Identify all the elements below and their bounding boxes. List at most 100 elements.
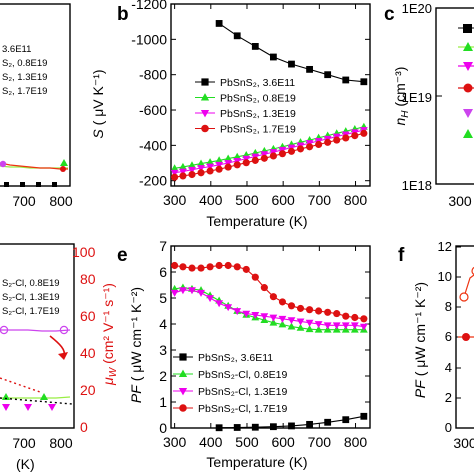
panel-e-frame	[170, 245, 371, 429]
panel-b-series-1-point	[188, 161, 196, 169]
panel-b-series-0-point	[215, 20, 223, 27]
panel-e-legend-2-label: PbSnS₂-Cl, 1.3E19	[198, 386, 287, 398]
panel-d-marker	[59, 325, 69, 335]
panel-e-xtick-label: 800	[344, 434, 368, 450]
panel-d-right-tick: 0	[80, 419, 88, 435]
panel-f-ylabel: PF ( μW cm⁻¹ K⁻²)	[412, 282, 428, 398]
panel-d-right-tick: 40	[80, 345, 96, 361]
panel-f-series-red	[463, 274, 474, 298]
panel-a-marker	[0, 160, 7, 168]
panel-b-ytick-label: -200	[139, 173, 167, 189]
panel-b-series-2-line	[174, 129, 364, 174]
panel-b-legend-2-label: PbSnS₂, 1.3E19	[220, 108, 296, 120]
panel-e-ytick-label: 5	[159, 290, 167, 306]
panel-e-ylabel: PF ( μW cm⁻¹ K⁻²)	[128, 287, 144, 403]
panel-e-legend-2-marker	[178, 387, 188, 396]
panel-b-series-3-point	[360, 129, 368, 137]
panel-c-ytick: 1E19	[402, 90, 432, 105]
panel-c-ylabel-sub: H	[400, 110, 411, 118]
panel-b-series-3-point	[179, 172, 187, 180]
panel-b-ytick-label: -600	[139, 102, 167, 118]
panel-e-series-2-point	[296, 318, 305, 326]
panel-f-ylabel-unit: ( μW cm⁻¹ K⁻²)	[412, 282, 428, 380]
panel-d-right-tick: 100	[72, 244, 96, 260]
panel-e-series-3-point	[296, 304, 305, 312]
panel-e-series-3-point	[360, 315, 368, 323]
panel-a-legend-0: 3.6E11	[2, 44, 31, 55]
panel-b-series-3-point	[188, 170, 196, 179]
panel-d: S₂-Cl, 0.8E19 S₂-Cl, 1.3E19 S₂-Cl, 1.7E1…	[0, 243, 119, 472]
panel-e-series-2-line	[174, 289, 364, 328]
panel-d-marker	[48, 404, 56, 411]
panel-e-series-2-point	[323, 322, 332, 330]
panel-a-legend-1: S₂, 0.8E19	[2, 58, 47, 69]
panel-e-xtick-label: 600	[271, 434, 295, 450]
panel-b-plot: 300 400 500 600 700 800 -200 -400 -600 -800 -1000 -…	[131, 0, 371, 208]
panel-e-series-3-point	[315, 307, 323, 315]
panel-b-xtick-label: 800	[344, 192, 368, 208]
panel-a: 3.6E11 S₂, 0.8E19 S₂, 1.3E19 S₂, 1.7E19 …	[0, 3, 73, 209]
panel-e-series-2-point	[206, 295, 214, 303]
panel-a-markers	[0, 159, 68, 187]
panel-e-series-2-point	[260, 313, 269, 321]
panel-b-series-3-point	[333, 136, 341, 144]
panel-c-tickmarks	[436, 7, 442, 185]
panel-e-series-1-point	[305, 325, 314, 333]
panel-e-series-2-point	[341, 322, 350, 330]
panel-e-series-2-point	[350, 322, 359, 330]
panel-d-xtick: 800	[49, 435, 73, 451]
panel-b-series-3-point	[306, 143, 314, 151]
panel-e-series-2-point	[332, 322, 341, 330]
panel-f-letter: f	[398, 245, 405, 266]
panel-b-series-3-point	[324, 138, 332, 146]
panel-f-yticks: 0 2 4 6 8 10 12	[438, 239, 452, 435]
panel-e-series-2-point	[269, 314, 278, 322]
panel-b-series-3-point	[269, 152, 277, 160]
panel-d-legend-1: S₂-Cl, 1.3E19	[2, 292, 60, 303]
panel-b-series-0-point	[233, 32, 241, 40]
panel-b-series-3-point	[242, 159, 250, 167]
panel-b-series-3-point	[287, 147, 296, 155]
panel-e-series-3-point	[260, 284, 268, 292]
panel-a-marker	[4, 182, 9, 187]
panel-b-xtick-label: 300	[163, 192, 187, 208]
panel-a-xticks: 700 800	[12, 193, 73, 209]
panel-f-ytick: 12	[438, 239, 452, 254]
panel-e-series-2-point	[314, 321, 323, 329]
panel-e-ylabel-var: PF	[128, 384, 144, 403]
panel-e-series-3-line	[174, 264, 364, 320]
panel-c-yticks: 1E20 1E19 1E18	[402, 1, 432, 193]
panel-a-frame	[0, 3, 71, 187]
panel-b-series-3-point	[197, 169, 205, 177]
panel-d-frame	[0, 243, 75, 429]
panel-b-series-3-point	[296, 145, 305, 153]
panel-e-series-0-point	[306, 420, 313, 428]
panel-b-series-2-point	[215, 161, 224, 169]
panel-e-series-2-point	[359, 323, 368, 331]
panel-b-series-0-point	[251, 43, 259, 50]
panel-b-series-3-point	[206, 167, 214, 175]
panel-b-legend-1-marker	[200, 93, 210, 101]
panel-c-ylabel-var: n	[392, 117, 408, 125]
panel-e-series-1-point	[278, 320, 287, 328]
panel-a-xtick: 700	[12, 193, 36, 209]
panel-e-series-2-point	[233, 308, 242, 316]
panel-a-legend-3: S₂, 1.7E19	[2, 86, 47, 97]
panel-b-series-3-point	[171, 173, 179, 181]
panel-b-series-0-point	[324, 71, 332, 79]
panel-d-marker	[0, 325, 9, 335]
panel-e-series-2-point	[251, 312, 260, 319]
panel-e-series-1-point	[296, 323, 305, 331]
panel-c-xtick: 300	[448, 193, 472, 209]
panel-e-series-3-point	[278, 298, 287, 306]
panel-e-series-0-point	[324, 418, 332, 426]
panel-d-series-violet	[0, 329, 71, 332]
panel-b-xtick-label: 700	[308, 192, 332, 208]
panel-b-ylabel-var: S	[90, 129, 106, 139]
panel-b-series-0-point	[269, 53, 277, 61]
panel-e-series-0-point	[288, 422, 295, 430]
panel-e-series-3-point	[287, 302, 296, 310]
panel-b-series-3-point	[260, 154, 268, 162]
panel-d-right-tick: 20	[80, 382, 96, 398]
panel-d-arrowhead	[58, 352, 68, 360]
